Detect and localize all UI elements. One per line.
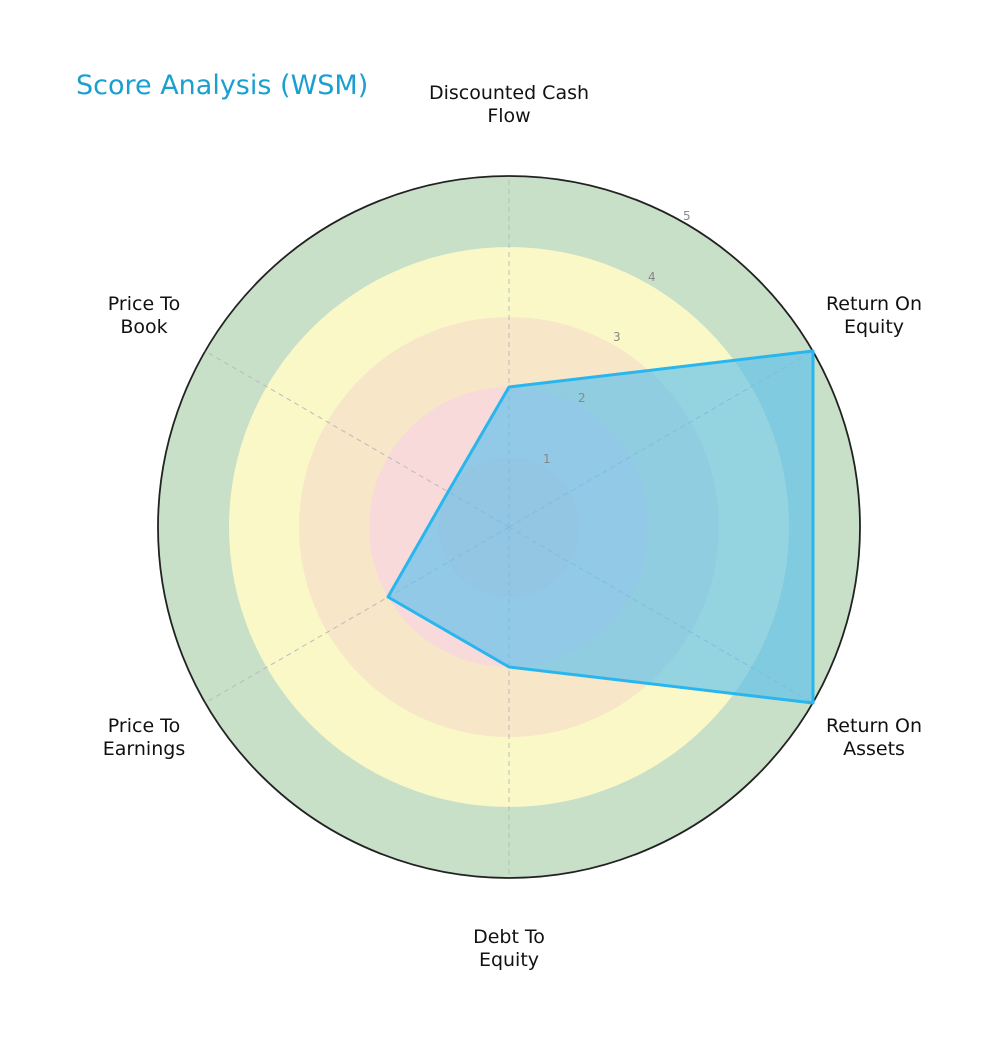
svg-text:4: 4 xyxy=(648,270,656,284)
chart-title: Score Analysis (WSM) xyxy=(76,70,369,101)
svg-text:Assets: Assets xyxy=(843,738,905,760)
svg-text:Return On: Return On xyxy=(826,715,922,737)
axis-labels: Discounted Cash Flow Return On Equity Re… xyxy=(103,82,922,971)
svg-text:1: 1 xyxy=(543,452,551,466)
series-polygon xyxy=(386,349,815,705)
svg-text:Return On: Return On xyxy=(826,293,922,315)
svg-text:Earnings: Earnings xyxy=(103,738,185,760)
tick-labels: 1 2 3 4 5 xyxy=(543,209,691,466)
svg-text:3: 3 xyxy=(613,330,621,344)
svg-text:Equity: Equity xyxy=(479,949,539,971)
svg-text:5: 5 xyxy=(683,209,691,223)
svg-text:Book: Book xyxy=(120,316,167,338)
svg-text:Debt To: Debt To xyxy=(473,926,545,948)
svg-text:Price To: Price To xyxy=(108,293,180,315)
svg-text:Flow: Flow xyxy=(487,105,530,127)
svg-text:Discounted Cash: Discounted Cash xyxy=(429,82,589,104)
svg-text:Price To: Price To xyxy=(108,715,180,737)
svg-text:Equity: Equity xyxy=(844,316,904,338)
svg-text:2: 2 xyxy=(578,391,586,405)
